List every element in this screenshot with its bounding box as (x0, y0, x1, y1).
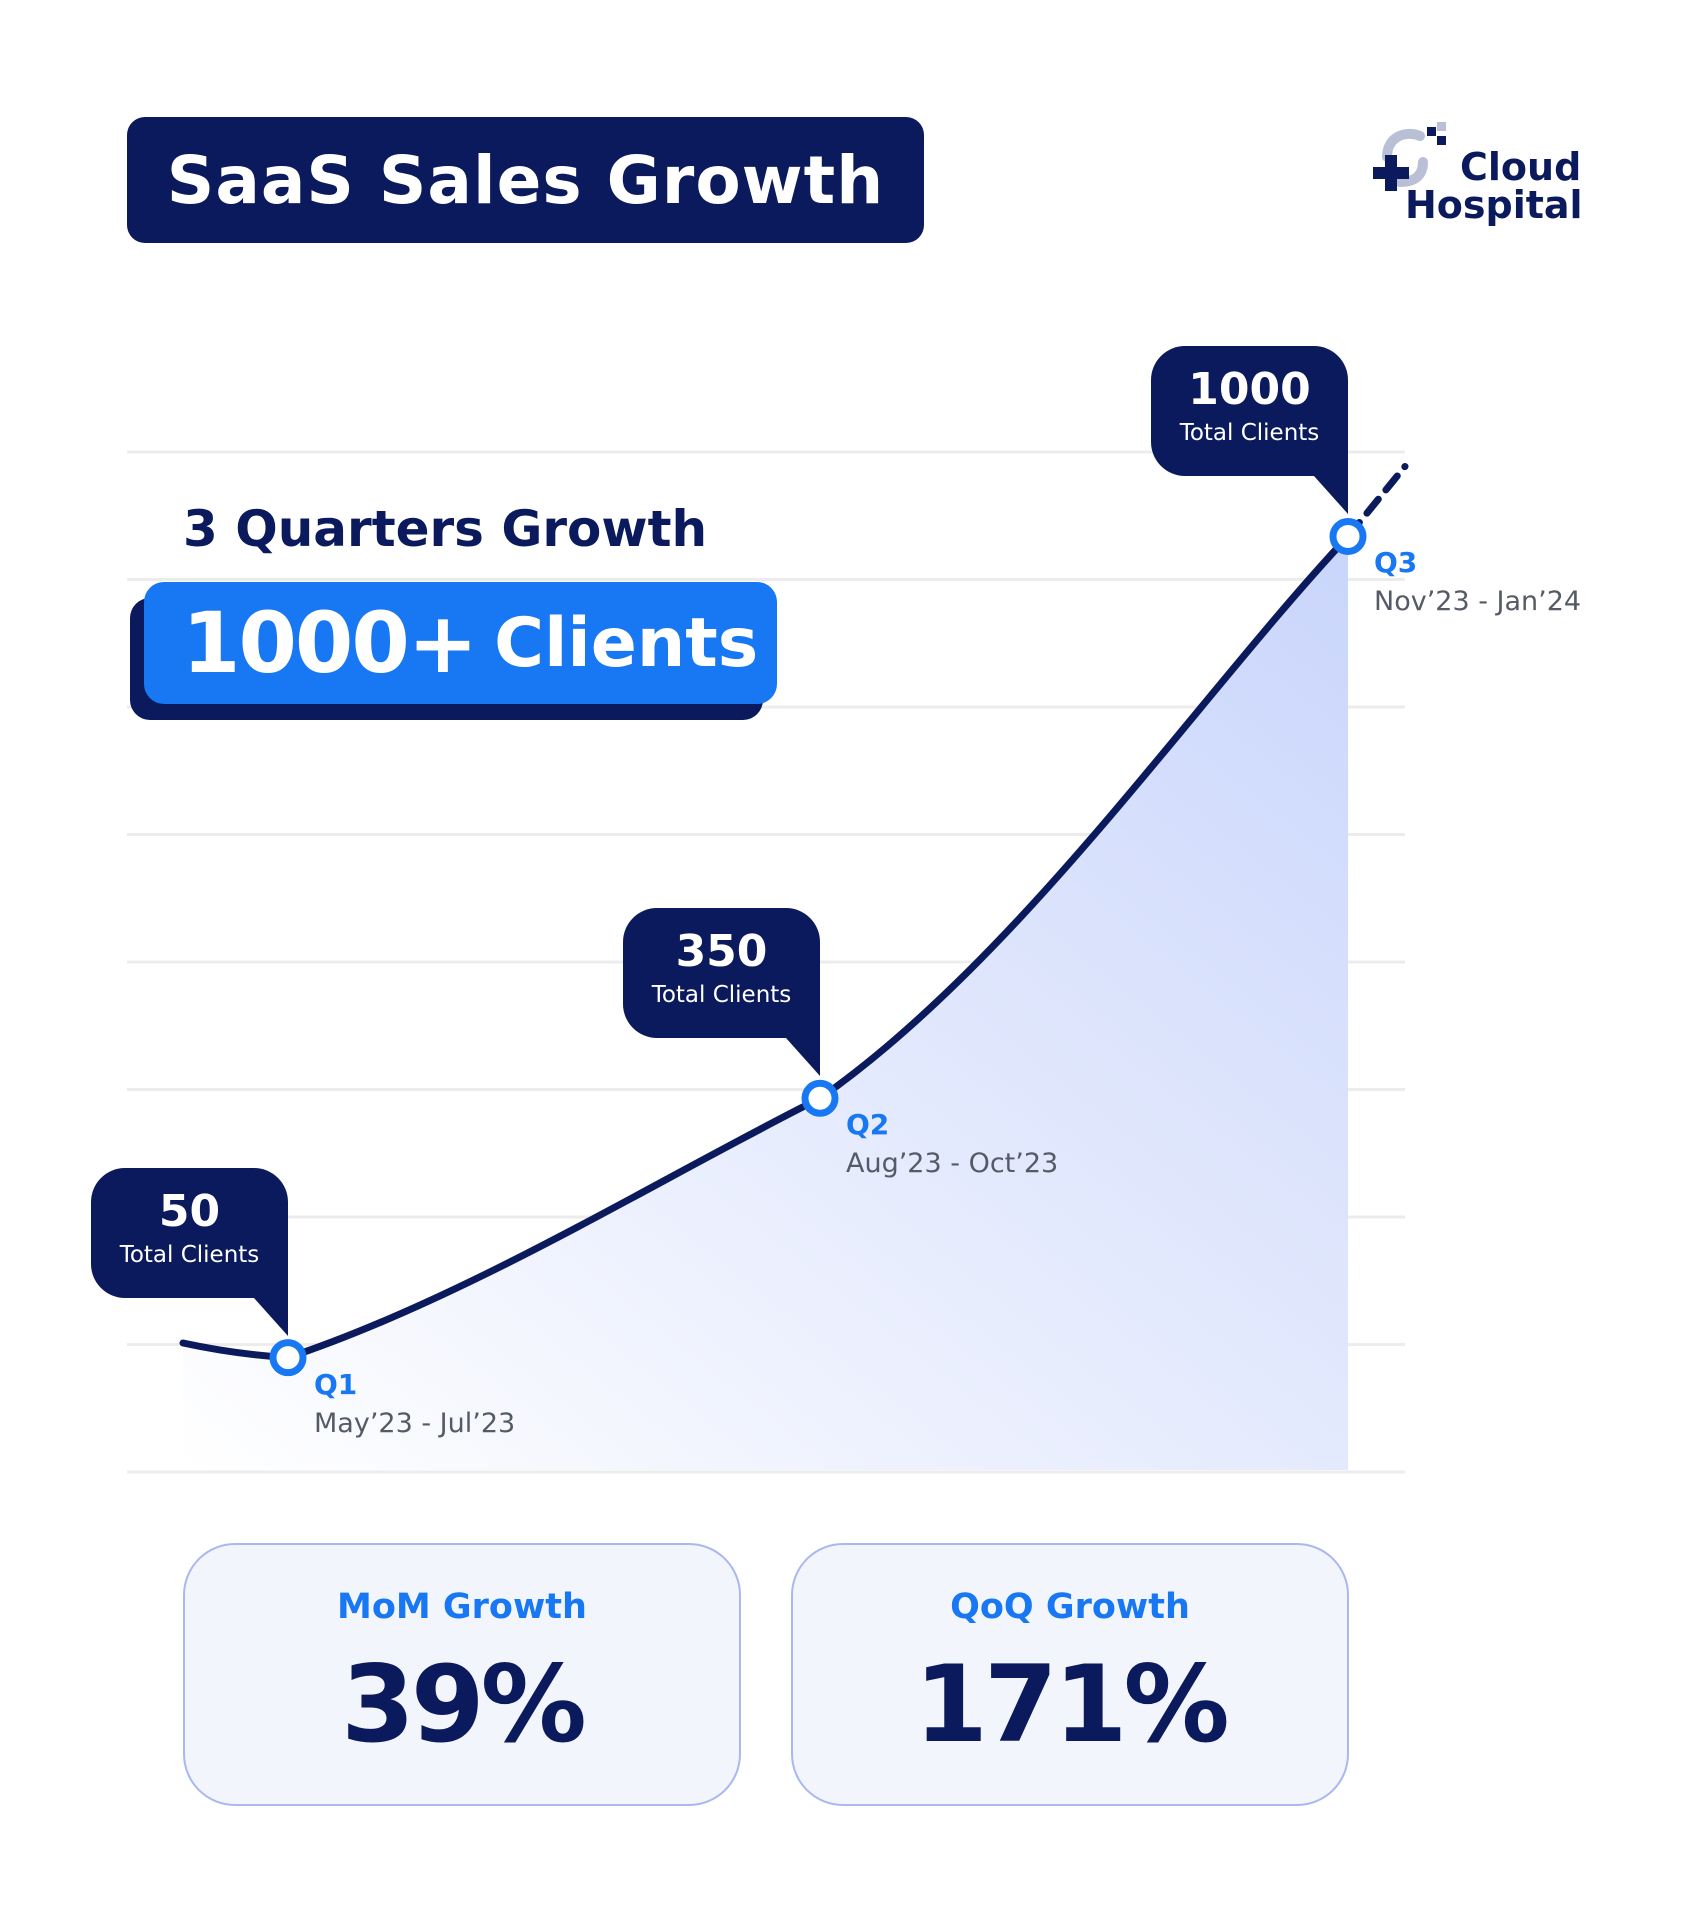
stat-label: MoM Growth (337, 1587, 587, 1627)
bubble-caption: Total Clients (1179, 420, 1320, 447)
stat-value: 39% (341, 1643, 587, 1766)
stat-card-qoq: QoQ Growth 171% (791, 1543, 1349, 1806)
quarter-label-q2: Q2 (846, 1108, 890, 1142)
stat-label: QoQ Growth (950, 1587, 1190, 1627)
stat-value: 171% (914, 1643, 1229, 1766)
bubble-value: 50 (158, 1185, 221, 1237)
value-bubble-q1: 50 Total Clients (91, 1167, 288, 1336)
bubble-value: 350 (675, 926, 768, 978)
value-bubble-q2: 350 Total Clients (623, 908, 820, 1077)
bubble-caption: Total Clients (119, 1241, 260, 1268)
brand-logo: Cloud Hospital (1365, 122, 1590, 232)
title-banner: SaaS Sales Growth (127, 117, 924, 243)
quarter-label-q1: Q1 (314, 1367, 358, 1401)
brand-name-line2: Hospital (1405, 183, 1583, 227)
clients-badge: 1000+ Clients (144, 582, 777, 704)
bubble-value: 1000 (1188, 364, 1311, 416)
quarter-range-q1: May’23 - Jul’23 (314, 1407, 516, 1439)
chart-subtitle: 3 Quarters Growth (183, 500, 708, 558)
stat-card-mom: MoM Growth 39% (183, 1543, 741, 1806)
point-marker-q2 (801, 1079, 839, 1117)
quarter-range-q3: Nov’23 - Jan’24 (1374, 586, 1582, 618)
point-marker-q3 (1329, 517, 1367, 555)
quarter-label-q3: Q3 (1374, 546, 1418, 580)
cloud-hospital-icon (1373, 122, 1446, 191)
page-title: SaaS Sales Growth (166, 141, 885, 219)
point-markers (269, 517, 1367, 1377)
clients-number: 1000+ (182, 594, 478, 692)
quarter-range-q2: Aug’23 - Oct’23 (846, 1148, 1059, 1180)
point-marker-q1 (269, 1339, 307, 1377)
value-bubble-q3: 1000 Total Clients (1151, 346, 1348, 515)
clients-word: Clients (494, 603, 759, 683)
bubble-caption: Total Clients (651, 982, 792, 1009)
brand-name-line1: Cloud (1460, 145, 1582, 189)
area-fill (183, 536, 1348, 1470)
